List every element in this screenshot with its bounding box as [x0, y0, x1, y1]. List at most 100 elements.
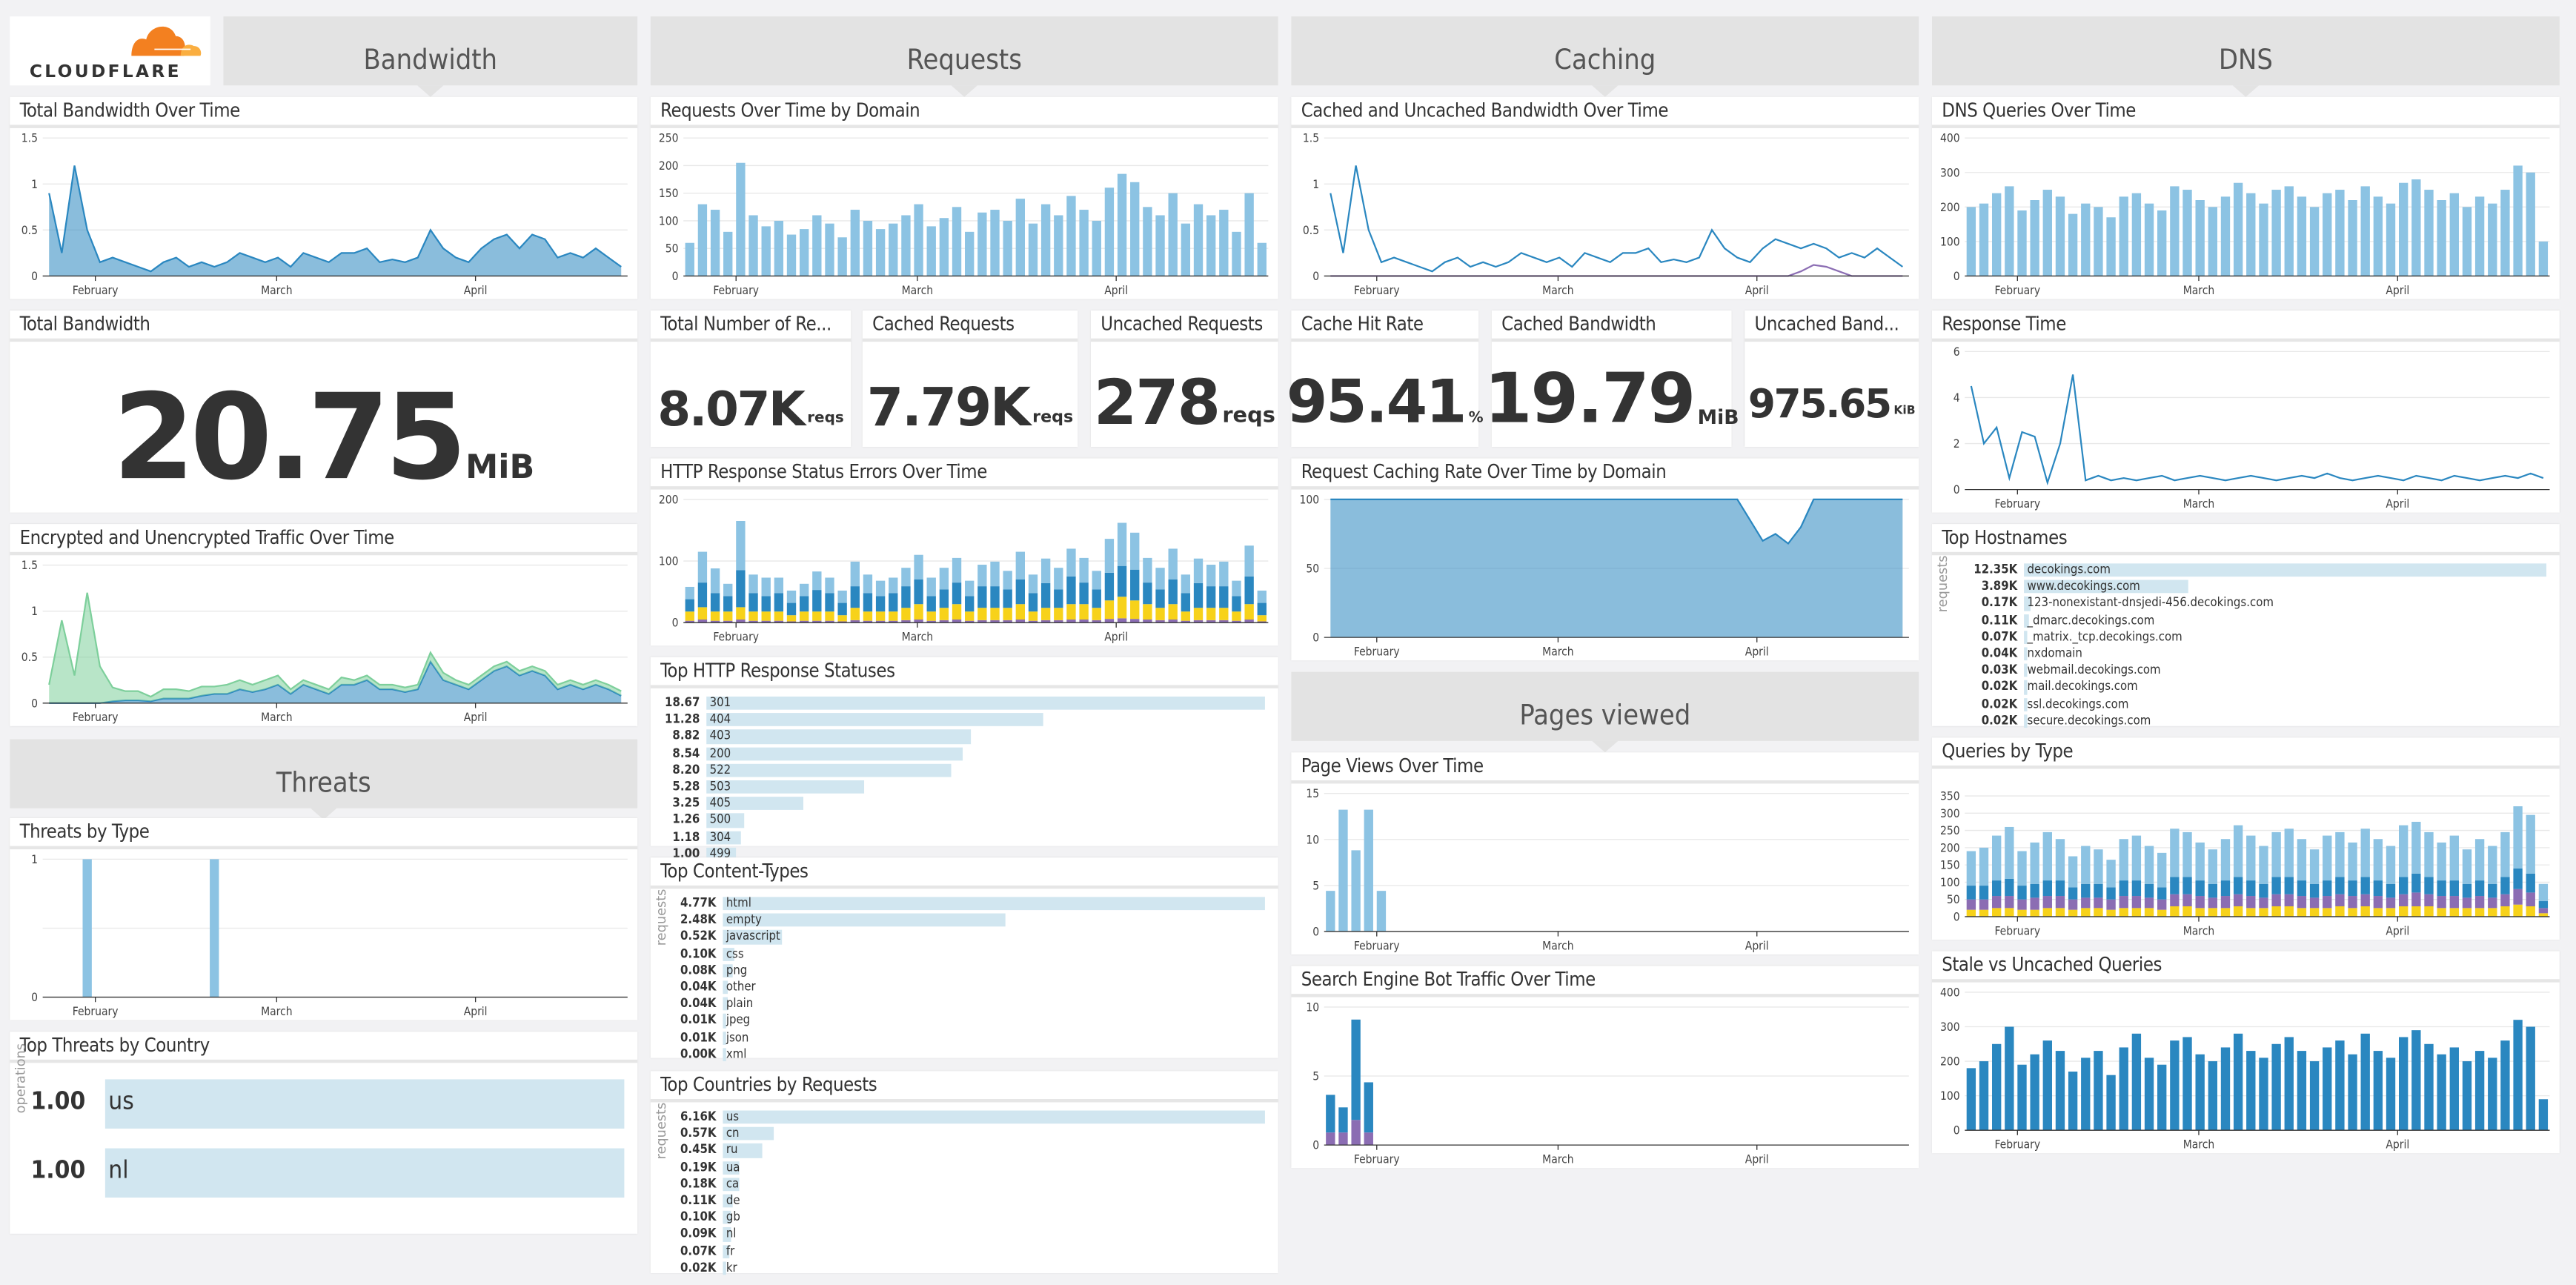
widget-threats-by-type[interactable]: Threats by Type 0 1 February March April	[10, 817, 638, 1020]
widget-queries-by-type[interactable]: Queries by Type 0 50 100 150 200 250 300 350 Feb…	[1931, 737, 2560, 940]
widget-cached-requests[interactable]: Cached Requests 7.79K reqs	[862, 310, 1078, 447]
toplist-row[interactable]: 18.67 301	[651, 695, 1278, 712]
toplist-row[interactable]: 3.89K www.decokings.com	[1932, 579, 2560, 596]
toplist-row[interactable]: 4.77K html	[651, 895, 1278, 912]
bar-s1-39	[2462, 897, 2472, 909]
toplist-row[interactable]: 0.19K ua	[651, 1159, 1278, 1176]
toplist-row[interactable]: 0.02K kr	[651, 1260, 1278, 1277]
widget-total-requests[interactable]: Total Number of Re... 8.07K reqs	[650, 310, 852, 447]
toplist-row[interactable]: 0.04K other	[651, 979, 1278, 996]
bar-s0-10	[2094, 908, 2103, 917]
toplist-row[interactable]: 2.48K empty	[651, 912, 1278, 929]
toplist-row[interactable]: 0.07K fr	[651, 1243, 1278, 1260]
toplist-row[interactable]: 12.35K decokings.com	[1932, 562, 2560, 579]
toplist-row[interactable]: 11.28 404	[651, 711, 1278, 728]
toplist-row[interactable]: 0.02K mail.decokings.com	[1932, 679, 2560, 696]
toplist-row[interactable]: 0.11K de	[651, 1192, 1278, 1209]
toplist-row[interactable]: 1.18 304	[651, 829, 1278, 846]
chart-total-bandwidth[interactable]: 0 0.5 1 1.5 February March April	[10, 128, 637, 299]
bar-s2-5	[748, 593, 758, 612]
widget-uncached-bandwidth[interactable]: Uncached Band... 975.65 KiB	[1745, 310, 1919, 447]
toplist-row[interactable]: 0.07K _matrix._tcp.decokings.com	[1932, 628, 2560, 645]
toplist-row[interactable]: 5.28 503	[651, 779, 1278, 796]
widget-cache-hit-rate[interactable]: Cache Hit Rate 95.41%	[1287, 310, 1484, 447]
widget-total-bandwidth[interactable]: Total Bandwidth 20.75 MiB	[10, 310, 638, 513]
widget-encrypted-traffic[interactable]: Encrypted and Unencrypted Traffic Over T…	[10, 524, 638, 726]
widget-cached-bandwidth[interactable]: Cached Bandwidth 19.79 MiB	[1484, 310, 1739, 447]
chart-requests-over-time[interactable]: 0 50 100 150 200 250 February March April	[651, 128, 1278, 299]
chart-stale-uncached[interactable]: 0 100 200 300 400 February March April	[1932, 983, 2560, 1154]
widget-top-hostnames[interactable]: Top Hostnames requests 12.35K decokings.co…	[1931, 524, 2560, 729]
toplist-row[interactable]: 0.04K plain	[651, 996, 1278, 1013]
toplist-value: 0.09K	[680, 1226, 717, 1241]
widget-page-views[interactable]: Page Views Over Time 0 5 10 15 February March…	[1291, 752, 1919, 954]
toplist-row[interactable]: 0.10K css	[651, 946, 1278, 963]
widget-top-statuses[interactable]: Top HTTP Response Statuses 18.67 301 11.28…	[650, 657, 1278, 861]
toplist-value: 8.20	[672, 762, 700, 777]
toplist-row[interactable]: 0.00K xml	[651, 1046, 1278, 1063]
toplist-row[interactable]: 1.00 499	[651, 846, 1278, 863]
toplist-row[interactable]: 8.82 403	[651, 728, 1278, 746]
bar-s0-28	[2323, 1047, 2332, 1131]
chart-response-time[interactable]: 0 2 4 6 February March April	[1932, 342, 2560, 513]
toplist-row[interactable]: 1.00 nl	[10, 1145, 637, 1214]
toplist-row[interactable]: 0.08K png	[651, 962, 1278, 979]
widget-top-content-types[interactable]: Top Content-Types requests 4.77K html 2.48K…	[650, 857, 1278, 1061]
toplist-row[interactable]: 0.01K jpeg	[651, 1012, 1278, 1029]
chart-dns-queries[interactable]: 0 100 200 300 400 February March April	[1932, 128, 2560, 299]
bar-s3-22	[2246, 835, 2256, 881]
toplist-row[interactable]: 0.03K webmail.decokings.com	[1932, 663, 2560, 680]
bar-s2-27	[2309, 883, 2320, 898]
toplist-row[interactable]: 0.18K ca	[651, 1176, 1278, 1193]
widget-request-caching-rate[interactable]: Request Caching Rate Over Time by Domain…	[1291, 458, 1919, 661]
bar-s0-5	[2030, 909, 2039, 917]
toplist-row[interactable]: 0.45K ru	[651, 1143, 1278, 1160]
widget-requests-over-time[interactable]: Requests Over Time by Domain 0 50 100 150 20…	[650, 96, 1278, 299]
widget-dns-queries[interactable]: DNS Queries Over Time 0 100 200 300 400 Febru…	[1931, 96, 2560, 299]
toplist-row[interactable]: 6.16K us	[651, 1109, 1278, 1126]
toplist-row[interactable]: 0.11K _dmarc.decokings.com	[1932, 612, 2560, 629]
toplist-row[interactable]: 0.09K nl	[651, 1226, 1278, 1243]
widget-top-threats-country[interactable]: Top Threats by Country operations 1.00 us 1…	[10, 1032, 638, 1234]
widget-response-time[interactable]: Response Time 0 2 4 6 February March April	[1931, 310, 2560, 513]
toplist-label: nxdomain	[2027, 645, 2082, 661]
chart-request-caching-rate[interactable]: 0 50 100 February March April	[1291, 490, 1919, 661]
toplist-row[interactable]: 0.01K json	[651, 1029, 1278, 1046]
toplist-row[interactable]: 0.57K cn	[651, 1126, 1278, 1143]
widget-cached-uncached-bandwidth[interactable]: Cached and Uncached Bandwidth Over Time …	[1291, 96, 1919, 299]
widget-uncached-requests[interactable]: Uncached Requests 278 reqs	[1090, 310, 1278, 447]
widget-search-bot-traffic[interactable]: Search Engine Bot Traffic Over Time 0 5 10…	[1291, 966, 1919, 1169]
bar-s0-8	[2068, 1072, 2078, 1131]
toplist-row[interactable]: 8.54 200	[651, 745, 1278, 762]
bar-s1-14	[863, 611, 873, 621]
stat-value: 278	[1093, 366, 1221, 439]
chart-encrypted-traffic[interactable]: 0 0.5 1 1.5 February March April	[10, 555, 637, 726]
toplist-row[interactable]: 8.20 522	[651, 762, 1278, 779]
toplist-row[interactable]: 1.26 500	[651, 812, 1278, 829]
toplist-row[interactable]: 1.00 us	[10, 1076, 637, 1145]
chart-cached-uncached-bandwidth[interactable]: 0 0.5 1 1.5 February March April	[1291, 128, 1919, 299]
widget-stale-uncached[interactable]: Stale vs Uncached Queries 0 100 200 300 400 F…	[1931, 951, 2560, 1154]
toplist-row[interactable]: 0.02K ssl.decokings.com	[1932, 696, 2560, 713]
toplist-value: 5.28	[672, 778, 700, 794]
chart-http-errors[interactable]: 0 100 200 February March April	[651, 490, 1278, 646]
chart-threats-by-type[interactable]: 0 1 February March April	[10, 849, 637, 1020]
widget-total-bandwidth-over-time[interactable]: Total Bandwidth Over Time 0 0.5 1 1.5 Februa…	[10, 96, 638, 299]
widget-http-errors[interactable]: HTTP Response Status Errors Over Time 0 1…	[650, 458, 1278, 646]
chart-page-views[interactable]: 0 5 10 15 February March April	[1291, 783, 1919, 954]
toplist-row[interactable]: 0.17K 123-nonexistant-dnsjedi-456.decokin…	[1932, 595, 2560, 612]
chart-queries-by-type[interactable]: 0 50 100 150 200 250 300 350 February March April	[1932, 768, 2560, 940]
toplist-row[interactable]: 0.02K secure.decokings.com	[1932, 712, 2560, 729]
toplist-row[interactable]: 0.10K gb	[651, 1209, 1278, 1226]
toplist-row[interactable]: 0.52K javascript	[651, 929, 1278, 946]
bar-s2-45	[2538, 901, 2549, 909]
bar-s1-37	[2437, 896, 2446, 909]
bar-s1-12	[837, 615, 847, 622]
bar-s0-9	[799, 620, 809, 623]
toplist-bar	[723, 930, 783, 944]
bar-s0-15	[875, 229, 886, 276]
toplist-row[interactable]: 3.25 405	[651, 795, 1278, 812]
chart-search-bot[interactable]: 0 5 10 February March April	[1291, 997, 1919, 1169]
widget-top-countries[interactable]: Top Countries by Requests requests 6.16K u…	[650, 1071, 1278, 1275]
toplist-row[interactable]: 0.04K nxdomain	[1932, 645, 2560, 663]
